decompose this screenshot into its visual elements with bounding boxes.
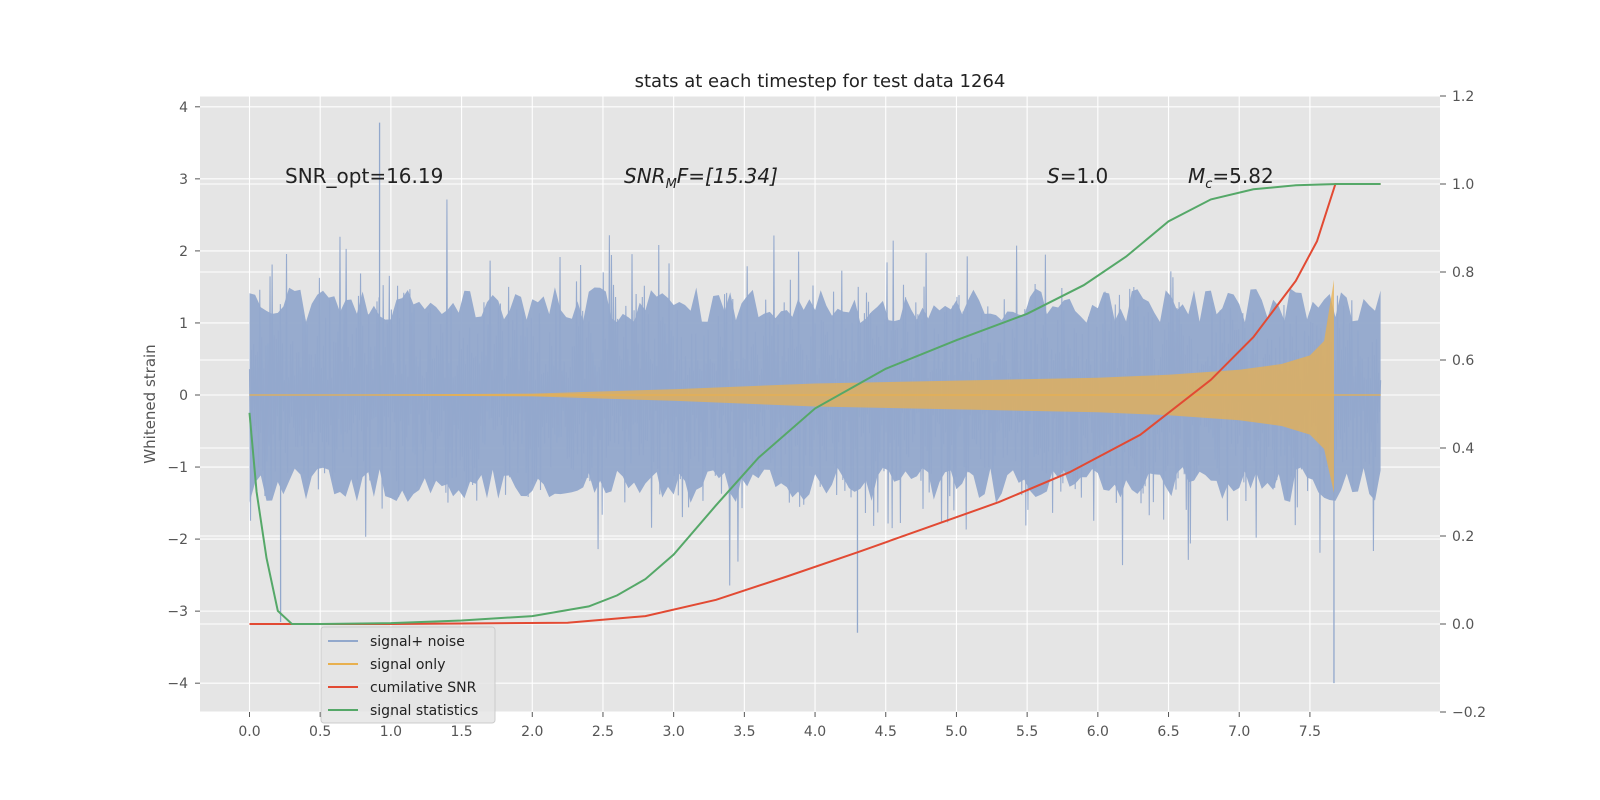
legend-box xyxy=(320,626,496,724)
x-tick-label: 1.0 xyxy=(380,724,402,740)
y2-tick-label: 0.8 xyxy=(1452,265,1474,281)
signal-only-envelope xyxy=(249,279,1334,493)
y2-tick-label: −0.2 xyxy=(1452,705,1486,721)
x-tick-label: 6.5 xyxy=(1157,724,1179,740)
legend-label-signal-statistics: signal statistics xyxy=(370,703,478,719)
annotation-snr-mf: SNRMF=[15.34] xyxy=(624,164,778,192)
y-tick-label: 4 xyxy=(179,100,188,116)
x-tick-label: 2.5 xyxy=(592,724,614,740)
x-tick-label: 7.0 xyxy=(1228,724,1250,740)
x-tick-label: 2.0 xyxy=(521,724,543,740)
annotation-snr-mf-rest: F=[15.34] xyxy=(677,164,778,188)
y2-tick-label: 0.0 xyxy=(1452,617,1474,633)
y-axis-label: Whitened strain xyxy=(141,344,159,463)
y-tick-label: 3 xyxy=(179,172,188,188)
y-tick-label: −2 xyxy=(167,532,188,548)
annotation-mc: Mc=5.82 xyxy=(1188,164,1274,192)
legend-label-signal-only: signal only xyxy=(370,657,445,673)
x-tick-label: 4.5 xyxy=(875,724,897,740)
x-tick-label: 0.5 xyxy=(309,724,331,740)
axis-ticks: 0.0 0.5 1.0 1.5 2.0 2.5 3.0 3.5 4.0 4.5 5.0 5.5 6.0 6… xyxy=(167,89,1486,740)
chart-title: stats at each timestep for test data 126… xyxy=(635,71,1006,92)
y2-tick-label: 0.4 xyxy=(1452,441,1474,457)
annotation-s-rest: =1.0 xyxy=(1060,164,1109,188)
y-tick-label: −3 xyxy=(167,604,188,620)
x-tick-label: 5.5 xyxy=(1016,724,1038,740)
legend-label-signal-noise: signal+ noise xyxy=(370,634,465,650)
annotation-snr-mf-base: SNR xyxy=(624,164,666,188)
annotation-snr-mf-sub: M xyxy=(666,177,677,192)
x-tick-label: 6.0 xyxy=(1087,724,1109,740)
y2-tick-label: 0.2 xyxy=(1452,529,1474,545)
signal-statistics-line xyxy=(248,183,1381,625)
annotation-mc-var: M xyxy=(1188,164,1205,188)
x-tick-label: 3.5 xyxy=(733,724,755,740)
y-tick-label: 1 xyxy=(179,316,188,332)
annotation-mc-sub: c xyxy=(1205,177,1212,192)
x-tick-label: 7.5 xyxy=(1299,724,1321,740)
x-tick-label: 0.0 xyxy=(238,724,260,740)
annotation-snr-opt: SNR_opt=16.19 xyxy=(285,164,443,188)
annotation-s-var: S xyxy=(1047,164,1060,188)
y-tick-label: −1 xyxy=(167,460,188,476)
y-tick-label: 0 xyxy=(179,388,188,404)
x-tick-label: 5.0 xyxy=(945,724,967,740)
y2-tick-label: 1.0 xyxy=(1452,177,1474,193)
legend: signal+ noise signal only cumilative SNR… xyxy=(320,626,496,724)
y-tick-label: 2 xyxy=(179,244,188,260)
line-series xyxy=(248,183,1381,625)
cumilative-snr-line xyxy=(249,183,1381,625)
y-tick-label: −4 xyxy=(167,676,188,692)
legend-label-cumulative-snr: cumilative SNR xyxy=(370,680,477,696)
y2-tick-label: 0.6 xyxy=(1452,353,1474,369)
annotation-mc-rest: =5.82 xyxy=(1212,164,1273,188)
x-tick-label: 4.0 xyxy=(804,724,826,740)
y2-tick-label: 1.2 xyxy=(1452,89,1474,105)
annotation-s: S=1.0 xyxy=(1047,164,1108,188)
x-tick-label: 3.0 xyxy=(663,724,685,740)
x-tick-label: 1.5 xyxy=(450,724,472,740)
